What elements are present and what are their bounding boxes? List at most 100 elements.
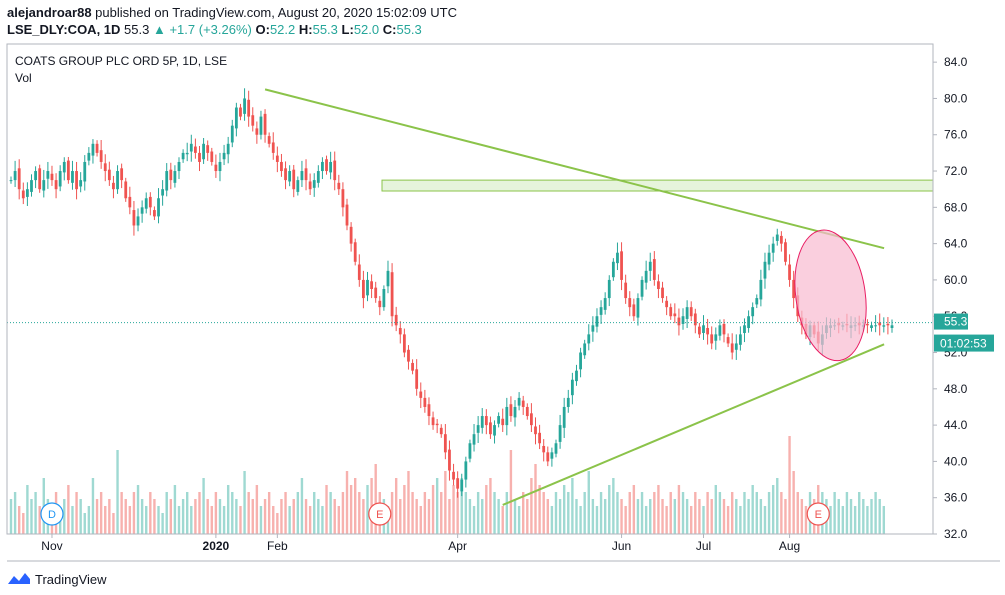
- volume-bar: [17, 506, 21, 534]
- candle-body: [13, 171, 17, 181]
- volume-bar: [567, 492, 570, 534]
- candle-body: [79, 180, 83, 187]
- candle-body: [542, 445, 546, 453]
- low-value: 52.0: [353, 22, 380, 37]
- candle-body: [157, 198, 160, 217]
- last-price-label-bg[interactable]: [934, 313, 968, 330]
- volume-bar: [599, 492, 603, 534]
- highlight-ellipse[interactable]: [787, 225, 874, 365]
- candle-body: [54, 180, 58, 190]
- low-label: L:: [341, 22, 354, 37]
- candle-body: [267, 136, 271, 144]
- candle-body: [165, 171, 169, 191]
- candle-body: [448, 449, 451, 471]
- candle-body: [251, 115, 255, 126]
- event-marker-d[interactable]: D: [40, 502, 64, 526]
- candle-body: [366, 279, 369, 296]
- volume-bar: [149, 492, 152, 534]
- candle-body: [599, 307, 603, 315]
- candle-body: [17, 168, 21, 190]
- volume-bar: [231, 492, 234, 534]
- event-marker-e[interactable]: E: [806, 502, 830, 526]
- volume-bar: [591, 499, 595, 534]
- candle-body: [661, 287, 664, 299]
- volume-bar: [632, 485, 636, 534]
- plot-border: [6, 43, 934, 535]
- price-change: ▲ +1.7 (+3.26%): [152, 22, 252, 37]
- volume-bar: [595, 506, 599, 534]
- volume-bar: [792, 471, 795, 534]
- volume-bar: [882, 506, 886, 534]
- y-tick-label: 80.0: [944, 91, 968, 105]
- volume-bar: [325, 485, 328, 534]
- volume-bar: [616, 492, 619, 534]
- y-tick-label: 76.0: [944, 128, 968, 142]
- volume-bar: [423, 492, 427, 534]
- volume-bars: [9, 436, 886, 534]
- volume-bar: [628, 492, 631, 534]
- lower-trendline[interactable]: [502, 343, 885, 506]
- candle-body: [685, 307, 689, 319]
- candle-body: [99, 150, 103, 162]
- volume-bar: [743, 492, 746, 534]
- trendlines[interactable]: [264, 88, 885, 506]
- volume-bar: [218, 499, 222, 534]
- volume-bar: [534, 464, 537, 534]
- high-value: 55.3: [312, 22, 338, 37]
- volume-bar: [288, 506, 291, 534]
- volume-bar: [177, 506, 181, 534]
- volume-bar: [399, 499, 402, 534]
- candlesticks: [7, 88, 933, 498]
- volume-bar: [292, 499, 295, 534]
- volume-bar: [415, 499, 418, 534]
- volume-bar: [874, 492, 877, 534]
- candle-body: [493, 425, 496, 436]
- volume-bar: [206, 499, 209, 534]
- footer: TradingView: [7, 569, 107, 589]
- volume-bar: [210, 506, 213, 534]
- candle-body: [71, 171, 74, 183]
- volume-bar: [804, 506, 808, 534]
- tradingview-brand[interactable]: TradingView: [35, 571, 107, 587]
- candle-body: [42, 180, 46, 191]
- countdown-label: 01:02:53: [940, 337, 987, 351]
- candle-body: [177, 161, 181, 172]
- time-axis[interactable]: Nov 2020 Feb Apr Jun Jul Aug: [41, 534, 800, 553]
- volume-bar: [255, 485, 259, 534]
- volume-bar: [58, 513, 62, 534]
- candle-body: [525, 406, 529, 417]
- candle-body: [681, 316, 685, 324]
- candle-body: [480, 416, 484, 428]
- candle-body: [611, 261, 615, 278]
- volume-bar: [755, 492, 758, 534]
- volume-bar: [108, 499, 111, 534]
- candle-body: [636, 298, 640, 318]
- publisher-username[interactable]: alejandroar88: [7, 5, 92, 20]
- candle-body: [415, 369, 419, 389]
- candle-body: [62, 161, 66, 173]
- price-axis[interactable]: 84.080.076.072.068.064.060.056.052.048.0…: [933, 55, 994, 541]
- candle-body: [501, 418, 505, 426]
- volume-bar: [698, 499, 701, 534]
- volume-bar: [124, 499, 127, 534]
- volume-bar: [751, 485, 754, 534]
- volume-bar: [419, 506, 422, 534]
- highlight-ellipse-shape[interactable]: [787, 225, 874, 365]
- candle-body: [435, 423, 439, 426]
- upper-trendline[interactable]: [264, 88, 885, 250]
- volume-bar: [333, 499, 336, 534]
- volume-bar: [694, 492, 697, 534]
- candle-body: [275, 155, 279, 162]
- event-marker-e[interactable]: E: [368, 502, 392, 526]
- volume-bar: [550, 506, 554, 534]
- candle-body: [870, 325, 873, 329]
- candle-body: [866, 323, 869, 326]
- volume-bar: [796, 492, 799, 534]
- volume-bar: [362, 499, 365, 534]
- candle-body: [292, 169, 296, 190]
- candle-body: [534, 426, 537, 435]
- candle-body: [239, 107, 242, 117]
- candle-body: [107, 169, 111, 181]
